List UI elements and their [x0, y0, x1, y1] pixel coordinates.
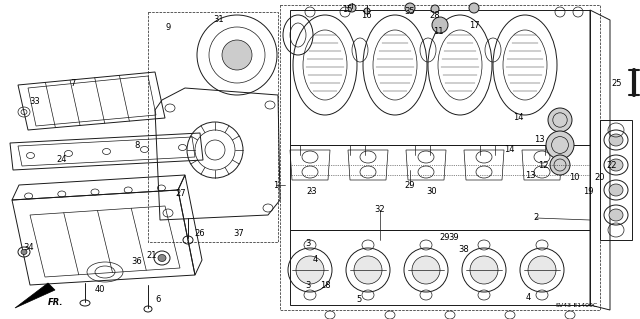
Ellipse shape — [158, 255, 166, 262]
Text: 25: 25 — [612, 79, 622, 88]
Ellipse shape — [548, 108, 572, 132]
Ellipse shape — [296, 256, 324, 284]
Bar — [148, 12, 278, 242]
Ellipse shape — [354, 256, 382, 284]
Text: 34: 34 — [24, 243, 35, 253]
Ellipse shape — [412, 256, 440, 284]
Ellipse shape — [348, 4, 356, 12]
Ellipse shape — [550, 155, 570, 175]
Text: 10: 10 — [569, 174, 579, 182]
Text: 40: 40 — [95, 286, 105, 294]
Text: 15: 15 — [342, 5, 352, 14]
Ellipse shape — [364, 8, 370, 14]
Text: 39: 39 — [449, 233, 460, 241]
Text: 1: 1 — [273, 181, 278, 189]
Ellipse shape — [609, 184, 623, 196]
Text: 4: 4 — [525, 293, 531, 302]
Bar — [280, 5, 600, 310]
Text: 19: 19 — [583, 188, 593, 197]
Text: 35: 35 — [404, 8, 415, 17]
Text: 4: 4 — [312, 256, 317, 264]
Text: 28: 28 — [429, 11, 440, 20]
Ellipse shape — [546, 131, 574, 159]
Ellipse shape — [222, 40, 252, 70]
Text: 29: 29 — [404, 181, 415, 189]
Ellipse shape — [405, 3, 415, 13]
Text: 26: 26 — [195, 228, 205, 238]
Text: 29: 29 — [440, 233, 451, 241]
Text: 17: 17 — [468, 20, 479, 29]
Text: 37: 37 — [234, 228, 244, 238]
Ellipse shape — [609, 209, 623, 221]
Text: 12: 12 — [538, 160, 548, 169]
Text: 20: 20 — [595, 174, 605, 182]
Ellipse shape — [469, 3, 479, 13]
Text: 16: 16 — [361, 11, 371, 19]
Text: 13: 13 — [525, 170, 535, 180]
Ellipse shape — [470, 256, 498, 284]
Text: SV43-E1400C: SV43-E1400C — [556, 303, 598, 308]
Text: 21: 21 — [147, 250, 157, 259]
Ellipse shape — [609, 159, 623, 171]
Text: 8: 8 — [134, 140, 140, 150]
Text: 22: 22 — [607, 160, 617, 169]
Text: 3: 3 — [305, 280, 310, 290]
Text: 38: 38 — [459, 244, 469, 254]
Ellipse shape — [21, 249, 27, 255]
Text: 6: 6 — [156, 295, 161, 305]
Polygon shape — [15, 283, 55, 308]
Text: 7: 7 — [70, 79, 76, 88]
Text: 31: 31 — [214, 14, 224, 24]
Ellipse shape — [431, 5, 439, 13]
Ellipse shape — [528, 256, 556, 284]
Text: 2: 2 — [533, 213, 539, 222]
Text: 5: 5 — [356, 295, 362, 305]
Text: 13: 13 — [534, 136, 544, 145]
Ellipse shape — [609, 134, 623, 146]
Text: FR.: FR. — [48, 298, 63, 307]
Text: 9: 9 — [165, 23, 171, 32]
Text: 11: 11 — [433, 27, 444, 36]
Text: 3: 3 — [305, 239, 310, 248]
Text: 30: 30 — [427, 188, 437, 197]
Text: 23: 23 — [307, 188, 317, 197]
Text: 24: 24 — [57, 155, 67, 165]
Text: 36: 36 — [132, 257, 142, 266]
Text: 14: 14 — [513, 114, 524, 122]
Text: 33: 33 — [29, 98, 40, 107]
Ellipse shape — [432, 17, 448, 33]
Text: 32: 32 — [374, 205, 385, 214]
Text: 27: 27 — [176, 189, 186, 197]
Text: 14: 14 — [504, 145, 515, 154]
Text: 18: 18 — [320, 280, 330, 290]
